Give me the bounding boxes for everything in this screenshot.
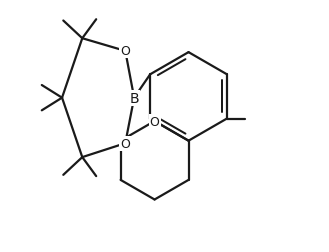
- Text: O: O: [150, 115, 160, 128]
- Text: O: O: [120, 45, 130, 58]
- Text: B: B: [129, 91, 139, 105]
- Text: O: O: [120, 137, 130, 150]
